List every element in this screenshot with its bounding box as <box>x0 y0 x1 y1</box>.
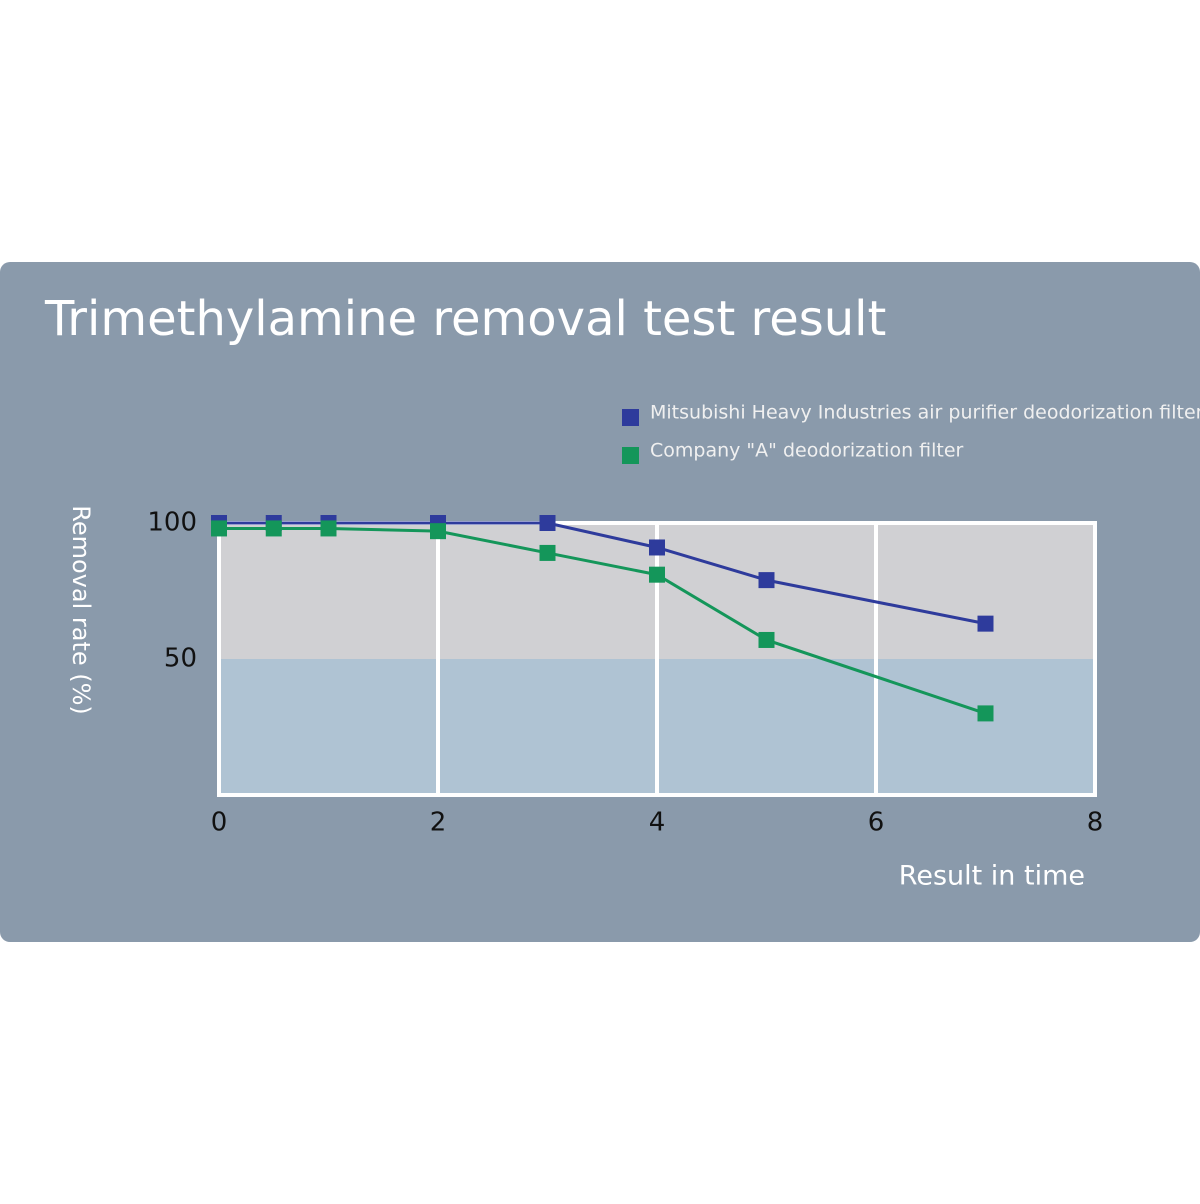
x-tick-label: 8 <box>1087 808 1104 838</box>
data-point <box>649 539 665 556</box>
series-line <box>219 521 986 626</box>
y-axis-label: Removal rate (%) <box>67 505 95 715</box>
data-point <box>265 520 282 537</box>
x-tick-label: 2 <box>430 808 447 838</box>
data-point <box>539 515 556 531</box>
data-point <box>758 631 775 648</box>
data-point <box>977 705 994 722</box>
x-axis-label: Result in time <box>899 861 1085 892</box>
data-point <box>211 520 227 537</box>
data-point <box>649 566 665 583</box>
chart-title: Trimethylamine removal test result <box>44 291 886 347</box>
y-tick-label: 100 <box>147 508 197 538</box>
y-tick-label: 50 <box>164 644 197 674</box>
data-point <box>539 544 556 561</box>
legend-swatch <box>622 447 639 464</box>
legend-label: Mitsubishi Heavy Industries air purifier… <box>650 402 1200 424</box>
legend-swatch <box>622 409 639 426</box>
plot-frame <box>217 521 1097 797</box>
legend-label: Company "A" deodorization filter <box>650 440 964 462</box>
series-line <box>219 526 986 715</box>
data-point <box>430 523 446 540</box>
data-point <box>758 572 775 589</box>
x-tick-label: 0 <box>211 808 228 838</box>
data-point <box>320 520 337 537</box>
data-point <box>977 615 994 632</box>
x-tick-label: 4 <box>649 808 666 838</box>
x-tick-label: 6 <box>868 808 885 838</box>
